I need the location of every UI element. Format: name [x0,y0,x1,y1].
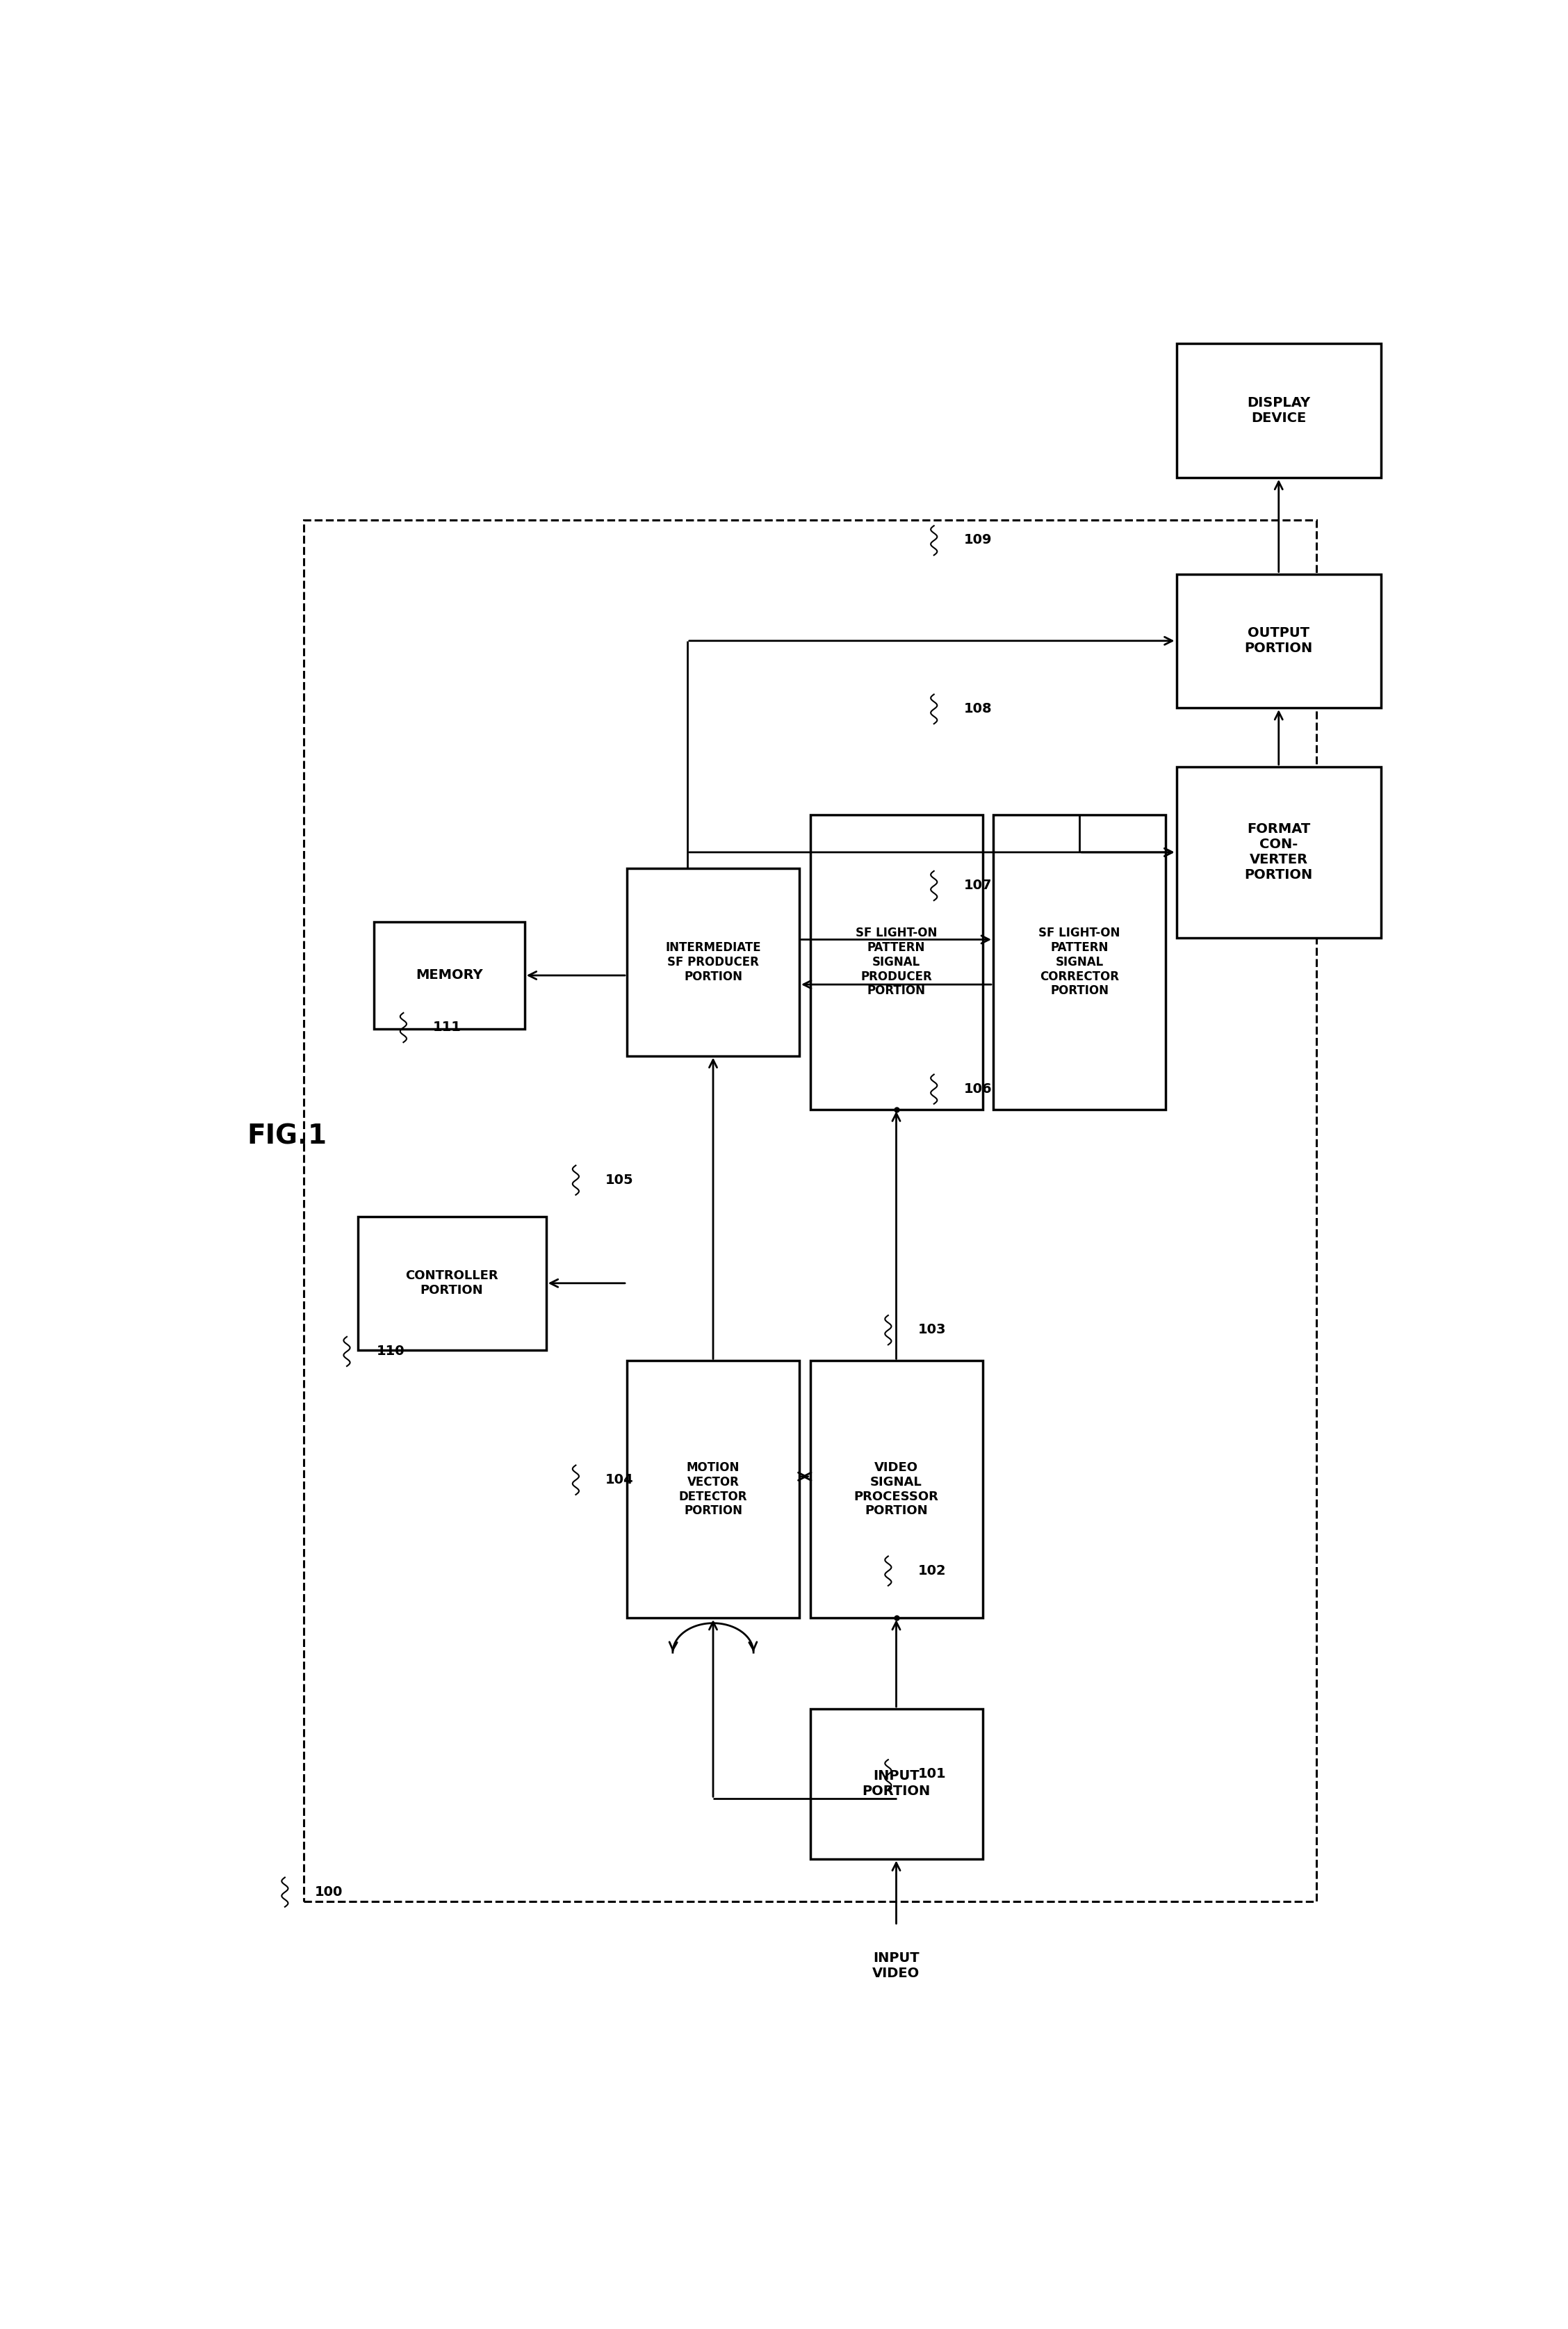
Bar [1176,766,1381,939]
Text: 106: 106 [964,1083,993,1095]
Text: 102: 102 [917,1565,946,1577]
Text: 101: 101 [917,1768,946,1782]
Text: CONTROLLER
PORTION: CONTROLLER PORTION [406,1269,499,1297]
Text: 104: 104 [605,1472,633,1486]
Bar [1176,345,1381,477]
Bar [373,922,525,1029]
Bar [627,869,800,1055]
Text: VIDEO
SIGNAL
PROCESSOR
PORTION: VIDEO SIGNAL PROCESSOR PORTION [855,1460,939,1516]
Text: FORMAT
CON-
VERTER
PORTION: FORMAT CON- VERTER PORTION [1245,822,1312,883]
Text: 109: 109 [964,533,991,547]
Text: SF LIGHT-ON
PATTERN
SIGNAL
PRODUCER
PORTION: SF LIGHT-ON PATTERN SIGNAL PRODUCER PORT… [856,927,938,997]
Bar [993,815,1165,1109]
Bar [304,519,1317,1900]
Text: 103: 103 [917,1323,946,1337]
Text: INTERMEDIATE
SF PRODUCER
PORTION: INTERMEDIATE SF PRODUCER PORTION [665,941,760,983]
Text: INPUT
PORTION: INPUT PORTION [862,1770,930,1798]
Bar [811,815,983,1109]
Text: 108: 108 [964,703,993,715]
Text: 110: 110 [376,1344,405,1358]
Text: FIG.1: FIG.1 [248,1123,328,1148]
Text: DISPLAY
DEVICE: DISPLAY DEVICE [1247,396,1311,424]
Text: INPUT
VIDEO: INPUT VIDEO [872,1952,920,1980]
Text: OUTPUT
PORTION: OUTPUT PORTION [1245,627,1312,654]
Text: 111: 111 [433,1020,461,1034]
Bar [627,1360,800,1619]
Text: MOTION
VECTOR
DETECTOR
PORTION: MOTION VECTOR DETECTOR PORTION [679,1460,748,1516]
Text: MEMORY: MEMORY [416,969,483,983]
Bar [358,1216,546,1351]
Bar [811,1709,983,1859]
Bar [1176,573,1381,708]
Text: SF LIGHT-ON
PATTERN
SIGNAL
CORRECTOR
PORTION: SF LIGHT-ON PATTERN SIGNAL CORRECTOR POR… [1038,927,1120,997]
Text: 100: 100 [315,1884,342,1898]
Text: 107: 107 [964,878,991,892]
Bar [811,1360,983,1619]
Text: 105: 105 [605,1174,633,1185]
